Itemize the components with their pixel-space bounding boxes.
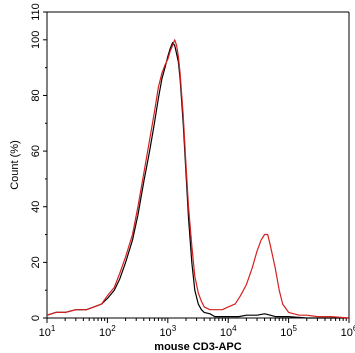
series-line-2 — [46, 39, 350, 319]
x-tick-base: 10 — [99, 327, 111, 339]
x-tick-label: 104 — [220, 324, 237, 339]
y-tick-label: 100 — [30, 31, 42, 49]
x-tick-label: 105 — [280, 324, 297, 339]
x-tick-exponent: 1 — [51, 324, 56, 333]
y-tick-group: 0 20 40 60 80 100 110 — [30, 3, 47, 321]
x-tick-exponent: 2 — [111, 324, 116, 333]
y-tick-label: 0 — [30, 315, 42, 321]
plot-area — [46, 11, 350, 319]
x-tick-exponent: 4 — [232, 324, 237, 333]
y-axis-title: Count (%) — [9, 140, 21, 190]
x-axis-title: mouse CD3-APC — [154, 341, 241, 353]
y-tick-label: 40 — [30, 201, 42, 213]
x-tick-base: 10 — [220, 327, 232, 339]
x-tick-label: 103 — [159, 324, 176, 339]
y-tick-label: 20 — [30, 256, 42, 268]
x-tick-base: 10 — [280, 327, 292, 339]
x-tick-group: 101102103104105106 — [39, 318, 355, 339]
x-tick-label: 106 — [341, 324, 355, 339]
x-tick-base: 10 — [159, 327, 171, 339]
x-tick-base: 10 — [39, 327, 51, 339]
series-group — [46, 39, 350, 319]
series-line-1 — [46, 41, 349, 319]
x-tick-exponent: 5 — [292, 324, 297, 333]
x-tick-base: 10 — [341, 327, 353, 339]
y-tick-label: 110 — [30, 3, 42, 21]
x-tick-label: 102 — [99, 324, 116, 339]
y-tick-label: 80 — [30, 89, 42, 101]
y-tick-label: 60 — [30, 145, 42, 157]
x-tick-exponent: 6 — [353, 324, 355, 333]
x-tick-label: 101 — [39, 324, 56, 339]
x-tick-exponent: 3 — [172, 324, 177, 333]
